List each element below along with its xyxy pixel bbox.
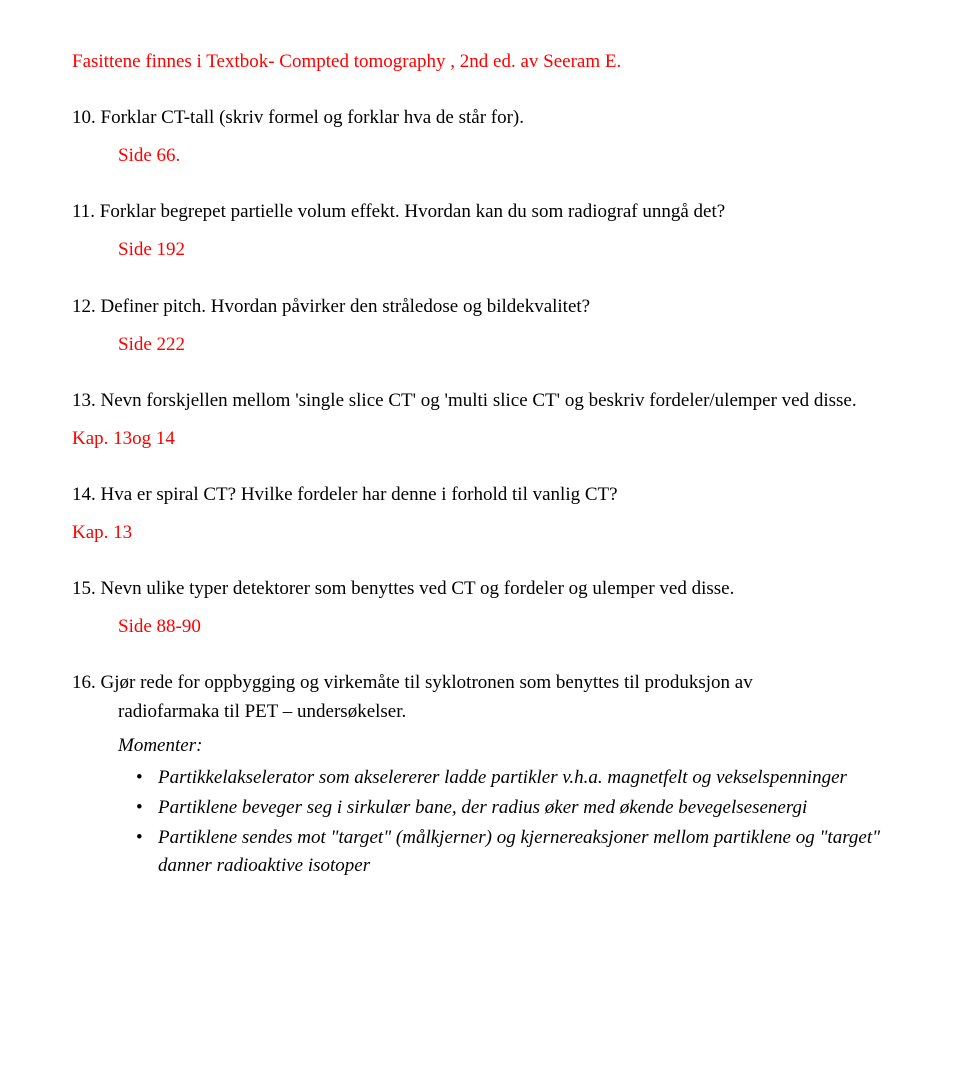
question-10: 10. Forklar CT-tall (skriv formel og for… xyxy=(72,104,900,132)
document-title: Fasittene finnes i Textbok- Compted tomo… xyxy=(72,48,900,76)
bullet-item-1: Partikkelakselerator som akselererer lad… xyxy=(132,764,900,792)
question-14: 14. Hva er spiral CT? Hvilke fordeler ha… xyxy=(72,481,900,509)
reference-15: Side 88-90 xyxy=(118,613,900,641)
question-15: 15. Nevn ulike typer detektorer som beny… xyxy=(72,575,900,603)
bullet-list: Partikkelakselerator som akselererer lad… xyxy=(132,764,900,880)
momenter-label: Momenter: xyxy=(118,732,900,760)
bullet-item-2: Partiklene beveger seg i sirkulær bane, … xyxy=(132,794,900,822)
question-16-line1: 16. Gjør rede for oppbygging og virkemåt… xyxy=(72,669,900,697)
reference-11: Side 192 xyxy=(118,236,900,264)
reference-14: Kap. 13 xyxy=(72,519,900,547)
question-11: 11. Forklar begrepet partielle volum eff… xyxy=(72,198,900,226)
question-12: 12. Definer pitch. Hvordan påvirker den … xyxy=(72,293,900,321)
reference-12: Side 222 xyxy=(118,331,900,359)
question-16-line2: radiofarmaka til PET – undersøkelser. xyxy=(118,698,900,726)
bullet-item-3: Partiklene sendes mot "target" (målkjern… xyxy=(132,824,900,880)
reference-10: Side 66. xyxy=(118,142,900,170)
question-13: 13. Nevn forskjellen mellom 'single slic… xyxy=(72,387,900,415)
reference-13: Kap. 13og 14 xyxy=(72,425,900,453)
